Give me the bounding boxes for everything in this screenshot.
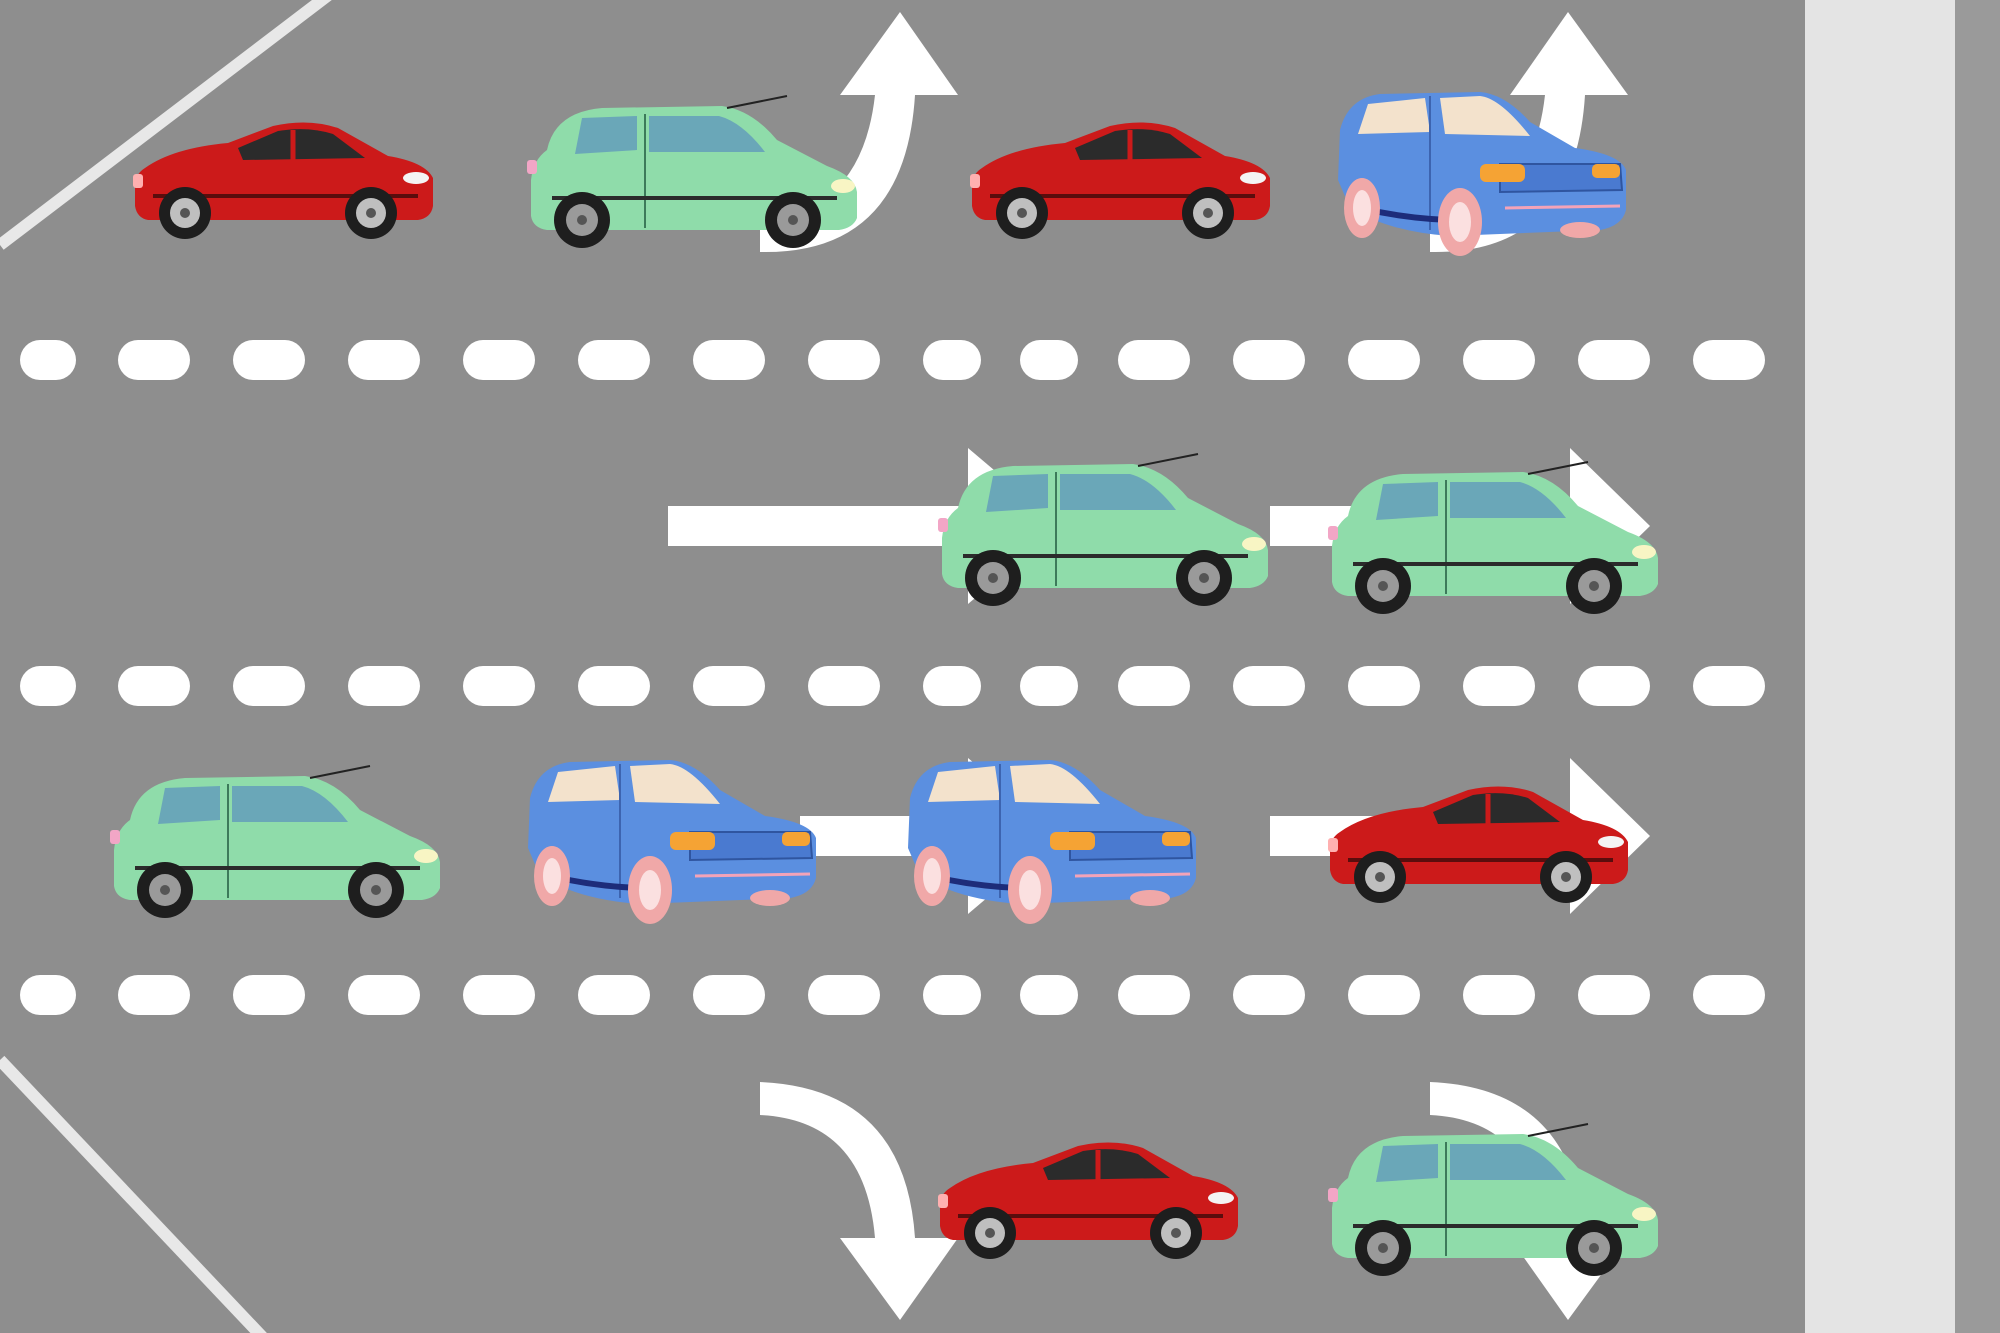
sidewalk <box>1805 0 1955 1333</box>
lane-divider-3 <box>20 975 1765 1015</box>
lane-divider-1 <box>20 340 1765 380</box>
lane-divider-2 <box>20 666 1765 706</box>
diagonal-line-top <box>0 0 332 250</box>
curb <box>1955 0 2000 1333</box>
turn-right-down-arrow <box>760 1082 958 1320</box>
diagonal-line-bottom <box>0 1055 267 1333</box>
turn-left-up-arrow <box>760 12 958 253</box>
